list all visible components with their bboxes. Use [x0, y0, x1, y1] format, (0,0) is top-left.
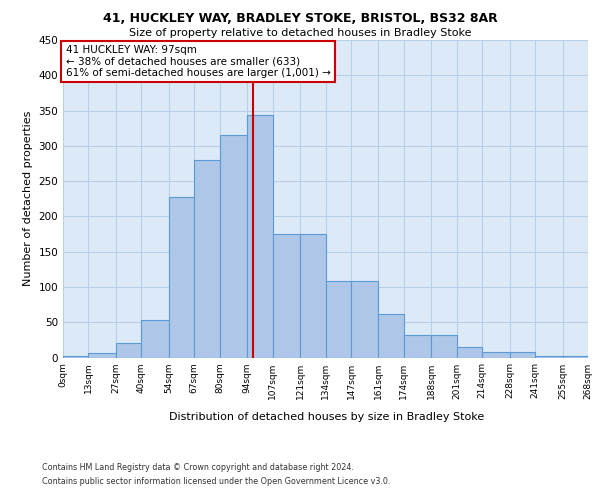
Text: Contains HM Land Registry data © Crown copyright and database right 2024.: Contains HM Land Registry data © Crown c…	[42, 464, 354, 472]
Bar	[535, 356, 563, 358]
Bar	[351, 282, 379, 358]
Bar	[116, 344, 142, 357]
Y-axis label: Number of detached properties: Number of detached properties	[23, 111, 33, 286]
Bar	[325, 282, 351, 358]
Bar	[272, 234, 300, 358]
Text: 41, HUCKLEY WAY, BRADLEY STOKE, BRISTOL, BS32 8AR: 41, HUCKLEY WAY, BRADLEY STOKE, BRISTOL,…	[103, 12, 497, 26]
Text: Size of property relative to detached houses in Bradley Stoke: Size of property relative to detached ho…	[129, 28, 471, 38]
Bar	[379, 314, 404, 358]
Bar	[142, 320, 169, 358]
Text: 41 HUCKLEY WAY: 97sqm
← 38% of detached houses are smaller (633)
61% of semi-det: 41 HUCKLEY WAY: 97sqm ← 38% of detached …	[65, 45, 331, 78]
Bar	[220, 134, 247, 358]
Bar	[509, 352, 535, 358]
Bar	[88, 354, 116, 358]
Bar	[431, 335, 457, 357]
Bar	[563, 356, 588, 358]
Bar	[194, 160, 220, 358]
Bar	[300, 234, 325, 358]
Bar	[482, 352, 509, 358]
Bar	[457, 347, 482, 358]
Bar	[247, 115, 272, 358]
Text: Distribution of detached houses by size in Bradley Stoke: Distribution of detached houses by size …	[169, 412, 485, 422]
Bar	[169, 196, 194, 358]
Bar	[63, 356, 88, 358]
Bar	[404, 335, 431, 357]
Text: Contains public sector information licensed under the Open Government Licence v3: Contains public sector information licen…	[42, 477, 391, 486]
